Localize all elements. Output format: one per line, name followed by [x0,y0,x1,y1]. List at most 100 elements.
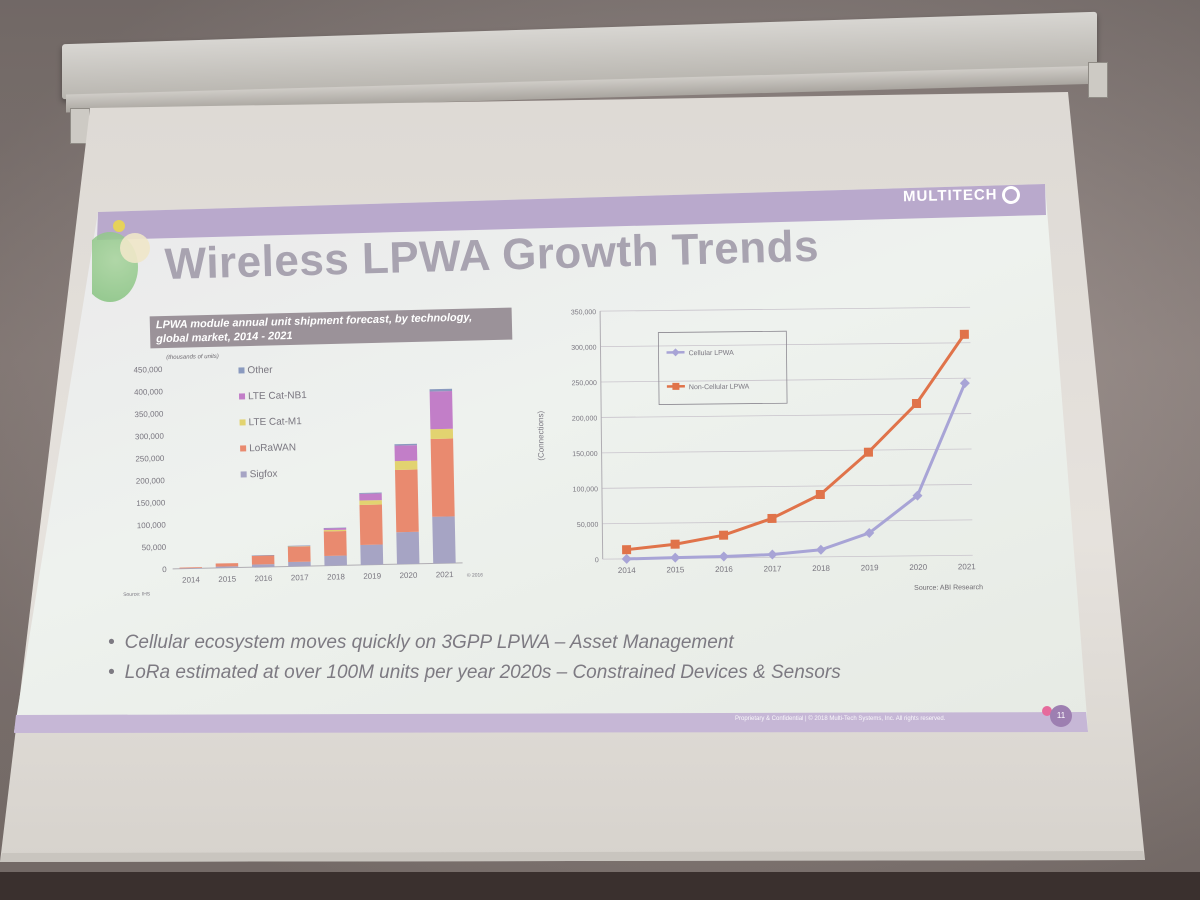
legend-label: LTE Cat-NB1 [248,390,307,402]
x-tick-label: 2019 [363,572,382,581]
data-point [718,551,729,562]
y-tick-label: 300,000 [135,432,165,442]
x-tick-label: 2015 [666,565,684,574]
lpwa-connections-line-chart: 0 50,000 100,000 150,000 200,000 250,000 300,0… [536,306,983,592]
floor-foreground [0,872,1200,900]
bar-segment [287,546,311,563]
y-tick-label: 50,000 [577,522,599,529]
y-tick-label: 0 [162,565,167,574]
y-tick-label: 200,000 [572,415,597,422]
data-point [815,544,826,555]
bar-segment [323,529,347,532]
page-number: 11 [1050,705,1072,727]
data-point [719,530,729,540]
bar-segment [287,546,311,547]
series-line [626,333,966,552]
legend-swatch [239,419,246,426]
x-tick-label: 2019 [861,563,879,572]
x-tick-label: 2014 [182,575,201,584]
y-tick-label: 450,000 [133,365,163,375]
bar-segment [215,563,239,567]
right-mount-bracket [1088,62,1108,98]
bar-segment [288,561,311,567]
bar-segment [251,564,275,568]
chart-source: Source: IHS [123,591,151,598]
gridline [600,342,971,347]
bar-segment [323,531,347,556]
x-tick-label: 2021 [436,570,455,579]
x-tick-label: 2020 [399,571,418,580]
chart-copyright: © 2016 IHS [467,571,484,579]
bar-segment [359,492,382,494]
legend-swatch [240,471,247,478]
y-tick-label: 100,000 [573,486,598,493]
x-tick-label: 2020 [909,563,927,572]
legend-marker [672,382,680,390]
x-tick-label: 2017 [291,573,310,582]
data-point [863,447,873,457]
bar-segment [324,555,347,566]
decorative-yellow-dot [113,220,125,232]
bar-segment [430,428,454,440]
y-tick-label: 400,000 [134,387,164,397]
bar-segment [396,531,420,565]
data-point [767,549,778,560]
screen-bottom-bar [0,851,1145,862]
slide-footer-text: Proprietary & Confidential | © 2018 Mult… [735,716,946,722]
bullet-dot-icon: • [108,662,115,683]
logo-ring-icon [1001,185,1020,205]
bar-segment [287,545,311,547]
x-tick-label: 2021 [958,562,976,571]
x-tick-label: 2018 [812,564,830,573]
x-tick-label: 2016 [254,574,273,583]
x-tick-label: 2016 [715,565,733,574]
shipment-forecast-bar-chart: (thousands of units) 0 50,000 100,000 150,00… [123,354,484,598]
legend-box [657,330,788,405]
gridline [601,413,972,418]
legend-label: Sigfox [250,469,278,481]
multitech-logo: MULTITECH [902,185,1020,206]
brand-text: MULTITECH [902,186,998,206]
bullet-item: • LoRa estimated at over 100M units per y… [108,658,841,688]
bar-segment [359,493,382,501]
legend-label: Cellular LPWA [689,350,735,357]
slide-bullets: • Cellular ecosystem moves quickly on 3GP… [108,628,841,688]
bar-segment [394,445,418,462]
y-tick-label: 200,000 [136,476,166,486]
bar-segment [323,527,347,529]
legend-label: Non-Cellular LPWA [689,384,750,392]
gridline [601,448,972,454]
chart-source: Source: ABI Research [914,584,983,592]
gridline [600,377,971,383]
bar-segment [394,460,418,471]
bar-segment [359,504,383,545]
bullet-item: • Cellular ecosystem moves quickly on 3GP… [108,628,841,658]
bar-segment [215,566,239,569]
data-point [911,398,922,409]
y-axis-label: (thousands of units) [166,354,219,361]
bar-segment [429,388,453,392]
legend-label: LoRaWAN [249,442,296,454]
gridline [601,484,972,489]
legend-label: LTE Cat-M1 [248,416,302,428]
bar-segment [395,469,419,533]
data-point [815,489,825,500]
y-tick-label: 350,000 [571,309,596,316]
bar-segment [394,443,417,446]
x-tick-label: 2015 [218,575,237,584]
y-tick-label: 250,000 [135,454,165,464]
legend-swatch [240,445,247,452]
decorative-cream-circle [120,233,150,263]
data-point [621,553,632,564]
y-tick-label: 350,000 [134,409,164,419]
data-point [670,552,681,563]
series-line [626,382,967,561]
bar-segment [251,554,275,556]
data-point [959,329,969,339]
legend-swatch [238,393,246,400]
gridline [600,306,971,312]
y-tick-label: 0 [595,557,599,564]
bar-segment [179,567,202,569]
